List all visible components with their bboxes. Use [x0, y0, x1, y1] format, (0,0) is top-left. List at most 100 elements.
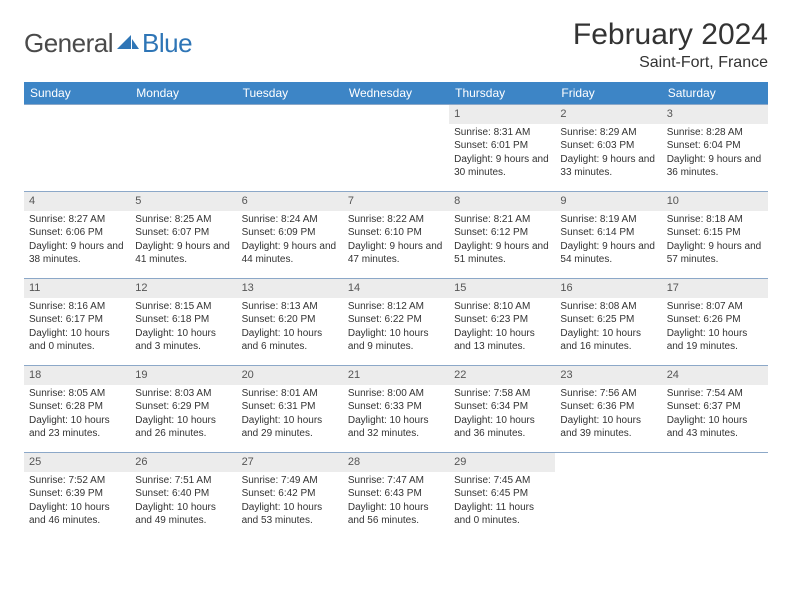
daylight-text: Daylight: 10 hours and 9 minutes.: [348, 327, 444, 354]
day-cell: 7Sunrise: 8:22 AMSunset: 6:10 PMDaylight…: [343, 192, 449, 278]
sunrise-text: Sunrise: 7:54 AM: [667, 387, 763, 401]
day-body: Sunrise: 7:56 AMSunset: 6:36 PMDaylight:…: [555, 385, 661, 445]
daylight-text: Daylight: 10 hours and 16 minutes.: [560, 327, 656, 354]
day-cell: 29Sunrise: 7:45 AMSunset: 6:45 PMDayligh…: [449, 453, 555, 539]
day-body: Sunrise: 8:25 AMSunset: 6:07 PMDaylight:…: [130, 211, 236, 271]
sunrise-text: Sunrise: 7:58 AM: [454, 387, 550, 401]
sunset-text: Sunset: 6:22 PM: [348, 313, 444, 327]
day-body: Sunrise: 8:19 AMSunset: 6:14 PMDaylight:…: [555, 211, 661, 271]
day-cell: 18Sunrise: 8:05 AMSunset: 6:28 PMDayligh…: [24, 366, 130, 452]
sunrise-text: Sunrise: 8:18 AM: [667, 213, 763, 227]
day-body: Sunrise: 7:45 AMSunset: 6:45 PMDaylight:…: [449, 472, 555, 532]
day-body: Sunrise: 7:58 AMSunset: 6:34 PMDaylight:…: [449, 385, 555, 445]
day-cell: 14Sunrise: 8:12 AMSunset: 6:22 PMDayligh…: [343, 279, 449, 365]
day-number: 26: [130, 453, 236, 472]
daylight-text: Daylight: 10 hours and 0 minutes.: [29, 327, 125, 354]
week-row: 4Sunrise: 8:27 AMSunset: 6:06 PMDaylight…: [24, 191, 768, 278]
sunrise-text: Sunrise: 8:31 AM: [454, 126, 550, 140]
day-cell: .: [555, 453, 661, 539]
day-cell: 25Sunrise: 7:52 AMSunset: 6:39 PMDayligh…: [24, 453, 130, 539]
day-number: 15: [449, 279, 555, 298]
day-body: Sunrise: 8:22 AMSunset: 6:10 PMDaylight:…: [343, 211, 449, 271]
day-body: Sunrise: 7:52 AMSunset: 6:39 PMDaylight:…: [24, 472, 130, 532]
daylight-text: Daylight: 10 hours and 3 minutes.: [135, 327, 231, 354]
weeks-container: ....1Sunrise: 8:31 AMSunset: 6:01 PMDayl…: [24, 104, 768, 539]
sunset-text: Sunset: 6:12 PM: [454, 226, 550, 240]
day-number: 19: [130, 366, 236, 385]
week-row: ....1Sunrise: 8:31 AMSunset: 6:01 PMDayl…: [24, 104, 768, 191]
daylight-text: Daylight: 10 hours and 53 minutes.: [242, 501, 338, 528]
day-cell: 1Sunrise: 8:31 AMSunset: 6:01 PMDaylight…: [449, 105, 555, 191]
logo-text-blue: Blue: [142, 28, 192, 59]
day-cell: 8Sunrise: 8:21 AMSunset: 6:12 PMDaylight…: [449, 192, 555, 278]
sunset-text: Sunset: 6:14 PM: [560, 226, 656, 240]
daylight-text: Daylight: 10 hours and 26 minutes.: [135, 414, 231, 441]
day-number: 17: [662, 279, 768, 298]
daylight-text: Daylight: 10 hours and 19 minutes.: [667, 327, 763, 354]
day-body: Sunrise: 7:49 AMSunset: 6:42 PMDaylight:…: [237, 472, 343, 532]
sunset-text: Sunset: 6:10 PM: [348, 226, 444, 240]
day-cell: 28Sunrise: 7:47 AMSunset: 6:43 PMDayligh…: [343, 453, 449, 539]
daylight-text: Daylight: 10 hours and 13 minutes.: [454, 327, 550, 354]
day-body: Sunrise: 8:03 AMSunset: 6:29 PMDaylight:…: [130, 385, 236, 445]
sunset-text: Sunset: 6:03 PM: [560, 139, 656, 153]
day-body: Sunrise: 8:13 AMSunset: 6:20 PMDaylight:…: [237, 298, 343, 358]
sunset-text: Sunset: 6:04 PM: [667, 139, 763, 153]
week-row: 11Sunrise: 8:16 AMSunset: 6:17 PMDayligh…: [24, 278, 768, 365]
day-cell: 23Sunrise: 7:56 AMSunset: 6:36 PMDayligh…: [555, 366, 661, 452]
day-cell: 16Sunrise: 8:08 AMSunset: 6:25 PMDayligh…: [555, 279, 661, 365]
day-number: 7: [343, 192, 449, 211]
daylight-text: Daylight: 10 hours and 29 minutes.: [242, 414, 338, 441]
day-cell: .: [343, 105, 449, 191]
day-number: 21: [343, 366, 449, 385]
day-number: 3: [662, 105, 768, 124]
day-header-monday: Monday: [130, 82, 236, 104]
sunrise-text: Sunrise: 7:49 AM: [242, 474, 338, 488]
sunrise-text: Sunrise: 8:22 AM: [348, 213, 444, 227]
sunrise-text: Sunrise: 8:12 AM: [348, 300, 444, 314]
sunset-text: Sunset: 6:34 PM: [454, 400, 550, 414]
daylight-text: Daylight: 10 hours and 36 minutes.: [454, 414, 550, 441]
sunset-text: Sunset: 6:37 PM: [667, 400, 763, 414]
day-number: 29: [449, 453, 555, 472]
sunrise-text: Sunrise: 8:13 AM: [242, 300, 338, 314]
location: Saint-Fort, France: [573, 54, 768, 72]
day-body: Sunrise: 8:31 AMSunset: 6:01 PMDaylight:…: [449, 124, 555, 184]
day-number: 22: [449, 366, 555, 385]
sunrise-text: Sunrise: 8:21 AM: [454, 213, 550, 227]
day-number: 8: [449, 192, 555, 211]
sunrise-text: Sunrise: 8:07 AM: [667, 300, 763, 314]
logo: General Blue: [24, 28, 192, 59]
daylight-text: Daylight: 9 hours and 54 minutes.: [560, 240, 656, 267]
day-number: 14: [343, 279, 449, 298]
day-body: Sunrise: 8:12 AMSunset: 6:22 PMDaylight:…: [343, 298, 449, 358]
day-body: Sunrise: 8:18 AMSunset: 6:15 PMDaylight:…: [662, 211, 768, 271]
day-cell: 5Sunrise: 8:25 AMSunset: 6:07 PMDaylight…: [130, 192, 236, 278]
daylight-text: Daylight: 10 hours and 46 minutes.: [29, 501, 125, 528]
sunset-text: Sunset: 6:25 PM: [560, 313, 656, 327]
day-cell: .: [237, 105, 343, 191]
day-cell: 24Sunrise: 7:54 AMSunset: 6:37 PMDayligh…: [662, 366, 768, 452]
sunset-text: Sunset: 6:18 PM: [135, 313, 231, 327]
day-body: Sunrise: 8:28 AMSunset: 6:04 PMDaylight:…: [662, 124, 768, 184]
title-block: February 2024 Saint-Fort, France: [573, 18, 768, 72]
sunrise-text: Sunrise: 8:24 AM: [242, 213, 338, 227]
day-number: 27: [237, 453, 343, 472]
day-number: 12: [130, 279, 236, 298]
day-number: 20: [237, 366, 343, 385]
sunset-text: Sunset: 6:09 PM: [242, 226, 338, 240]
daylight-text: Daylight: 11 hours and 0 minutes.: [454, 501, 550, 528]
day-number: 13: [237, 279, 343, 298]
daylight-text: Daylight: 9 hours and 47 minutes.: [348, 240, 444, 267]
day-body: Sunrise: 8:07 AMSunset: 6:26 PMDaylight:…: [662, 298, 768, 358]
sunrise-text: Sunrise: 7:52 AM: [29, 474, 125, 488]
day-cell: 26Sunrise: 7:51 AMSunset: 6:40 PMDayligh…: [130, 453, 236, 539]
day-header-thursday: Thursday: [449, 82, 555, 104]
day-number: 4: [24, 192, 130, 211]
sunset-text: Sunset: 6:17 PM: [29, 313, 125, 327]
sunrise-text: Sunrise: 8:28 AM: [667, 126, 763, 140]
sunrise-text: Sunrise: 7:51 AM: [135, 474, 231, 488]
day-number: 1: [449, 105, 555, 124]
sunrise-text: Sunrise: 8:27 AM: [29, 213, 125, 227]
logo-triangle-icon: [117, 31, 139, 56]
